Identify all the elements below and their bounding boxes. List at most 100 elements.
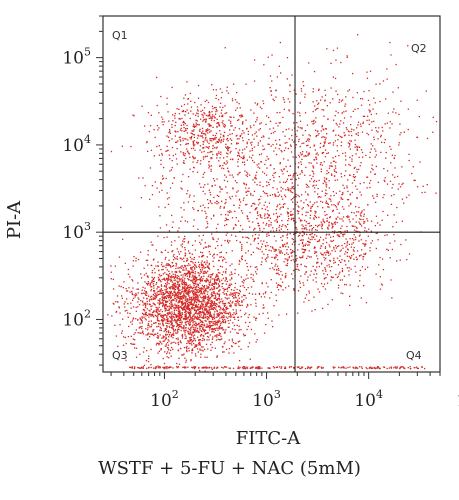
event-point <box>183 126 185 129</box>
event-point <box>229 274 231 276</box>
event-point <box>196 313 198 315</box>
event-point <box>181 289 183 291</box>
event-point <box>338 101 340 103</box>
event-point <box>210 328 213 330</box>
event-point <box>152 333 154 336</box>
event-point <box>237 341 239 343</box>
event-point <box>198 301 200 303</box>
event-point <box>215 111 217 113</box>
event-point <box>165 285 167 287</box>
event-point <box>347 190 349 193</box>
event-point <box>367 266 369 268</box>
event-point <box>336 276 339 279</box>
event-point <box>119 324 121 326</box>
event-point <box>175 309 178 311</box>
event-point <box>201 276 203 278</box>
event-point <box>180 325 182 328</box>
event-point <box>333 259 335 261</box>
event-point <box>211 305 213 307</box>
event-point <box>322 243 324 245</box>
event-point <box>210 170 212 172</box>
event-point <box>376 195 378 197</box>
event-point <box>403 202 405 204</box>
event-point <box>153 322 155 324</box>
event-point <box>210 157 212 160</box>
event-point <box>187 322 190 325</box>
event-point <box>255 299 257 301</box>
event-point <box>148 313 150 315</box>
event-point <box>182 296 184 299</box>
event-point <box>239 135 241 138</box>
event-point <box>262 149 264 151</box>
event-point <box>316 262 318 264</box>
event-point <box>209 284 211 286</box>
event-point <box>327 251 330 253</box>
event-point <box>223 290 225 292</box>
event-point <box>163 236 165 239</box>
event-point <box>196 315 198 317</box>
event-point <box>249 358 251 360</box>
event-point <box>188 323 190 325</box>
event-point <box>237 274 240 276</box>
event-point <box>272 143 274 146</box>
event-point <box>356 127 358 129</box>
event-point <box>174 297 176 299</box>
event-point <box>172 304 174 307</box>
event-point <box>296 230 298 232</box>
event-point <box>147 281 149 283</box>
event-point <box>231 98 234 100</box>
event-point <box>362 256 364 258</box>
event-point <box>216 355 218 357</box>
event-point <box>220 256 222 258</box>
event-point <box>323 129 325 131</box>
event-point <box>149 125 152 127</box>
event-point <box>165 337 167 339</box>
event-point <box>181 321 183 323</box>
event-point <box>158 273 160 276</box>
event-point <box>305 214 307 217</box>
event-point <box>171 311 173 313</box>
event-point <box>394 167 396 169</box>
event-point <box>174 257 176 259</box>
event-point <box>304 245 306 247</box>
event-point <box>235 311 237 313</box>
event-point <box>218 327 220 329</box>
event-point <box>177 328 179 330</box>
event-point <box>176 332 178 334</box>
event-point <box>207 287 209 290</box>
event-point <box>232 314 234 316</box>
event-point <box>174 124 176 127</box>
event-point <box>107 314 109 316</box>
event-point <box>263 332 266 334</box>
event-point <box>183 257 185 259</box>
event-point <box>306 233 308 236</box>
event-point <box>242 199 245 201</box>
event-point <box>389 242 391 244</box>
event-point <box>215 227 218 230</box>
event-point <box>377 138 379 140</box>
event-point <box>371 167 373 170</box>
event-point <box>157 334 159 337</box>
event-point <box>347 216 349 219</box>
event-point <box>292 174 294 176</box>
event-point <box>356 145 358 148</box>
event-point <box>263 148 266 150</box>
event-point <box>193 342 195 345</box>
event-point <box>169 316 171 318</box>
event-point <box>175 315 177 318</box>
event-point <box>240 249 243 251</box>
event-point <box>249 226 251 228</box>
event-point <box>227 302 229 304</box>
event-point <box>209 306 211 308</box>
event-point <box>324 89 326 91</box>
event-point <box>182 269 184 271</box>
event-point <box>178 283 181 286</box>
event-point <box>156 326 158 328</box>
event-point <box>135 257 137 259</box>
event-point <box>286 237 288 239</box>
event-point <box>222 292 224 294</box>
event-point <box>264 201 267 203</box>
event-point <box>150 298 152 300</box>
event-point <box>185 143 187 145</box>
event-point <box>293 233 295 235</box>
